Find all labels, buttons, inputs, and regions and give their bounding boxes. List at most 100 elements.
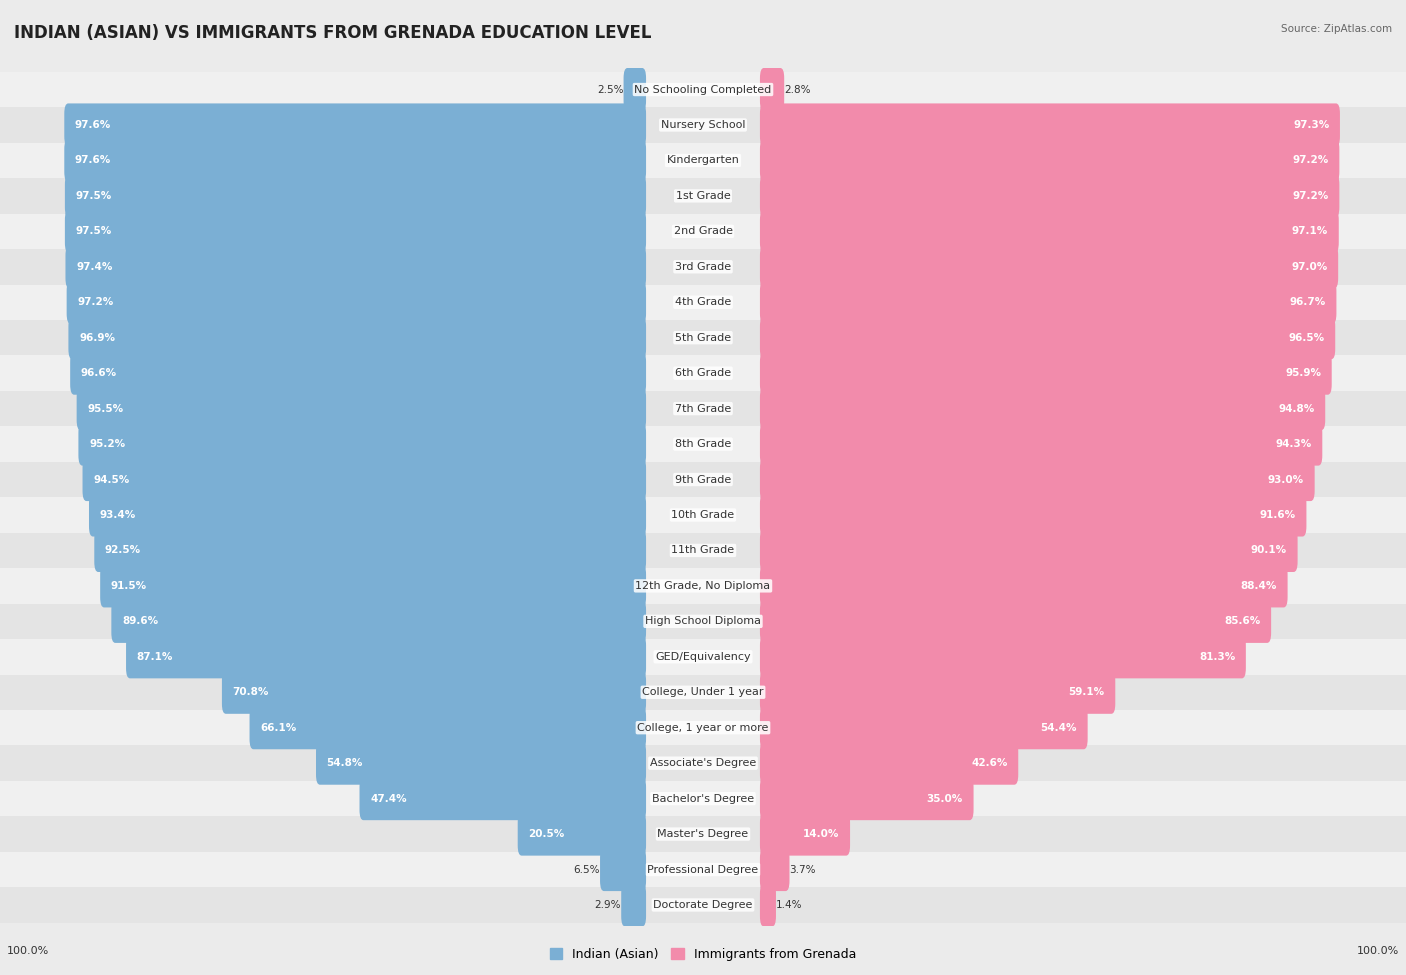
FancyBboxPatch shape xyxy=(759,210,1339,253)
Text: 70.8%: 70.8% xyxy=(232,687,269,697)
Text: 1st Grade: 1st Grade xyxy=(676,191,730,201)
Text: GED/Equivalency: GED/Equivalency xyxy=(655,652,751,662)
Text: Doctorate Degree: Doctorate Degree xyxy=(654,900,752,910)
FancyBboxPatch shape xyxy=(0,568,1406,604)
Text: 97.1%: 97.1% xyxy=(1292,226,1329,236)
Text: 2nd Grade: 2nd Grade xyxy=(673,226,733,236)
Text: 97.2%: 97.2% xyxy=(1292,155,1329,166)
FancyBboxPatch shape xyxy=(759,777,973,820)
Text: 97.2%: 97.2% xyxy=(77,297,114,307)
FancyBboxPatch shape xyxy=(759,883,776,926)
Text: 94.5%: 94.5% xyxy=(93,475,129,485)
FancyBboxPatch shape xyxy=(759,352,1331,395)
Text: 88.4%: 88.4% xyxy=(1240,581,1277,591)
FancyBboxPatch shape xyxy=(0,604,1406,639)
FancyBboxPatch shape xyxy=(759,387,1326,430)
Text: 1.4%: 1.4% xyxy=(776,900,803,910)
Text: 3.7%: 3.7% xyxy=(790,865,815,875)
FancyBboxPatch shape xyxy=(0,356,1406,391)
FancyBboxPatch shape xyxy=(0,816,1406,852)
FancyBboxPatch shape xyxy=(759,600,1271,643)
FancyBboxPatch shape xyxy=(360,777,647,820)
FancyBboxPatch shape xyxy=(0,320,1406,356)
FancyBboxPatch shape xyxy=(83,458,647,501)
FancyBboxPatch shape xyxy=(69,316,647,359)
FancyBboxPatch shape xyxy=(0,178,1406,214)
Text: College, Under 1 year: College, Under 1 year xyxy=(643,687,763,697)
Text: 3rd Grade: 3rd Grade xyxy=(675,262,731,272)
FancyBboxPatch shape xyxy=(0,426,1406,462)
FancyBboxPatch shape xyxy=(94,528,647,572)
FancyBboxPatch shape xyxy=(759,422,1322,466)
Text: 66.1%: 66.1% xyxy=(260,722,297,732)
FancyBboxPatch shape xyxy=(222,671,647,714)
Text: Master's Degree: Master's Degree xyxy=(658,829,748,839)
FancyBboxPatch shape xyxy=(66,281,647,324)
Text: 8th Grade: 8th Grade xyxy=(675,439,731,449)
Text: High School Diploma: High School Diploma xyxy=(645,616,761,626)
FancyBboxPatch shape xyxy=(316,742,647,785)
FancyBboxPatch shape xyxy=(66,246,647,289)
Text: No Schooling Completed: No Schooling Completed xyxy=(634,85,772,95)
Text: INDIAN (ASIAN) VS IMMIGRANTS FROM GRENADA EDUCATION LEVEL: INDIAN (ASIAN) VS IMMIGRANTS FROM GRENAD… xyxy=(14,24,651,42)
Text: 47.4%: 47.4% xyxy=(370,794,406,803)
FancyBboxPatch shape xyxy=(759,246,1339,289)
Legend: Indian (Asian), Immigrants from Grenada: Indian (Asian), Immigrants from Grenada xyxy=(550,948,856,961)
Text: 7th Grade: 7th Grade xyxy=(675,404,731,413)
FancyBboxPatch shape xyxy=(77,387,647,430)
Text: 95.9%: 95.9% xyxy=(1285,369,1322,378)
Text: Bachelor's Degree: Bachelor's Degree xyxy=(652,794,754,803)
Text: 100.0%: 100.0% xyxy=(1357,946,1399,956)
FancyBboxPatch shape xyxy=(65,138,647,182)
Text: 6.5%: 6.5% xyxy=(574,865,600,875)
Text: 97.4%: 97.4% xyxy=(76,262,112,272)
Text: 54.8%: 54.8% xyxy=(326,759,363,768)
Text: College, 1 year or more: College, 1 year or more xyxy=(637,722,769,732)
FancyBboxPatch shape xyxy=(759,68,785,111)
FancyBboxPatch shape xyxy=(759,565,1288,607)
Text: Source: ZipAtlas.com: Source: ZipAtlas.com xyxy=(1281,24,1392,34)
FancyBboxPatch shape xyxy=(0,532,1406,568)
FancyBboxPatch shape xyxy=(759,671,1115,714)
FancyBboxPatch shape xyxy=(600,848,647,891)
FancyBboxPatch shape xyxy=(0,710,1406,746)
Text: 96.5%: 96.5% xyxy=(1288,332,1324,342)
FancyBboxPatch shape xyxy=(0,497,1406,532)
Text: 42.6%: 42.6% xyxy=(972,759,1008,768)
FancyBboxPatch shape xyxy=(0,214,1406,249)
FancyBboxPatch shape xyxy=(65,210,647,253)
Text: 59.1%: 59.1% xyxy=(1069,687,1105,697)
Text: 95.5%: 95.5% xyxy=(87,404,124,413)
Text: 93.4%: 93.4% xyxy=(100,510,136,520)
Text: 91.6%: 91.6% xyxy=(1260,510,1296,520)
FancyBboxPatch shape xyxy=(759,103,1340,146)
Text: 94.8%: 94.8% xyxy=(1278,404,1315,413)
Text: 6th Grade: 6th Grade xyxy=(675,369,731,378)
FancyBboxPatch shape xyxy=(759,175,1340,217)
Text: 12th Grade, No Diploma: 12th Grade, No Diploma xyxy=(636,581,770,591)
FancyBboxPatch shape xyxy=(0,781,1406,816)
Text: 97.3%: 97.3% xyxy=(1294,120,1329,130)
FancyBboxPatch shape xyxy=(65,175,647,217)
FancyBboxPatch shape xyxy=(759,281,1337,324)
Text: 2.8%: 2.8% xyxy=(785,85,811,95)
Text: 5th Grade: 5th Grade xyxy=(675,332,731,342)
Text: Associate's Degree: Associate's Degree xyxy=(650,759,756,768)
Text: 97.5%: 97.5% xyxy=(76,191,112,201)
FancyBboxPatch shape xyxy=(127,636,647,679)
Text: 85.6%: 85.6% xyxy=(1225,616,1261,626)
FancyBboxPatch shape xyxy=(0,746,1406,781)
Text: 11th Grade: 11th Grade xyxy=(672,545,734,556)
FancyBboxPatch shape xyxy=(759,742,1018,785)
FancyBboxPatch shape xyxy=(0,249,1406,285)
FancyBboxPatch shape xyxy=(759,138,1340,182)
FancyBboxPatch shape xyxy=(517,812,647,856)
Text: 97.2%: 97.2% xyxy=(1292,191,1329,201)
FancyBboxPatch shape xyxy=(0,72,1406,107)
Text: 2.5%: 2.5% xyxy=(598,85,623,95)
Text: 89.6%: 89.6% xyxy=(122,616,157,626)
FancyBboxPatch shape xyxy=(0,391,1406,426)
FancyBboxPatch shape xyxy=(100,565,647,607)
FancyBboxPatch shape xyxy=(79,422,647,466)
FancyBboxPatch shape xyxy=(621,883,647,926)
